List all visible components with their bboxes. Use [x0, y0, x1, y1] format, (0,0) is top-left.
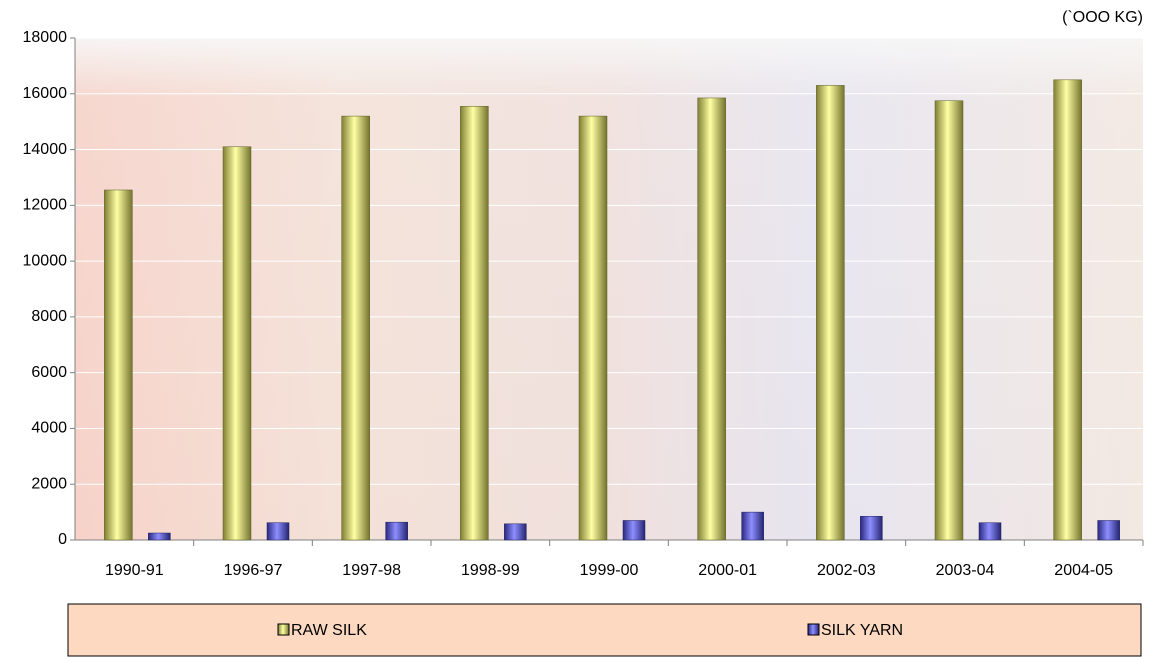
y-tick-label: 8000 [31, 308, 67, 325]
y-tick-label: 18000 [23, 29, 68, 46]
bar [504, 523, 527, 541]
bar [1097, 520, 1120, 541]
x-tick-label: 1999-00 [580, 562, 639, 579]
y-tick-label: 14000 [23, 141, 68, 158]
x-tick-label: 2003-04 [936, 562, 995, 579]
legend-swatch [277, 623, 290, 636]
bar [104, 189, 133, 541]
y-tick-label: 12000 [23, 197, 68, 214]
x-tick-label: 2000-01 [698, 562, 757, 579]
bar [697, 97, 726, 541]
bar [148, 532, 171, 541]
bar [741, 511, 764, 541]
bar [341, 115, 370, 541]
x-tick-label: 2004-05 [1054, 562, 1113, 579]
y-tick-label: 2000 [31, 475, 67, 492]
x-tick-label: 1998-99 [461, 562, 520, 579]
x-tick-label: 2002-03 [817, 562, 876, 579]
bar [1053, 79, 1082, 541]
legend-label: SILK YARN [821, 622, 903, 639]
bar [266, 522, 290, 541]
bar [578, 115, 608, 541]
bar [222, 146, 252, 541]
bar [622, 520, 646, 541]
plot-background-fade [75, 38, 1143, 540]
y-tick-label: 6000 [31, 364, 67, 381]
x-tick-label: 1990-91 [105, 562, 164, 579]
y-tick-label: 10000 [23, 252, 68, 269]
legend [67, 603, 1142, 657]
bar [816, 85, 845, 541]
y-tick-label: 4000 [31, 420, 67, 437]
bar [934, 100, 964, 541]
y-tick-label: 16000 [23, 85, 68, 102]
y-tick-label: 0 [58, 531, 67, 548]
legend-swatch [807, 623, 820, 636]
unit-label: (`OOO KG) [1062, 9, 1143, 26]
legend-label: RAW SILK [291, 622, 367, 639]
bar [460, 106, 489, 541]
x-tick-label: 1997-98 [342, 562, 401, 579]
bar [978, 522, 1002, 541]
bar [385, 521, 408, 541]
bar [860, 516, 883, 541]
x-tick-label: 1996-97 [224, 562, 283, 579]
